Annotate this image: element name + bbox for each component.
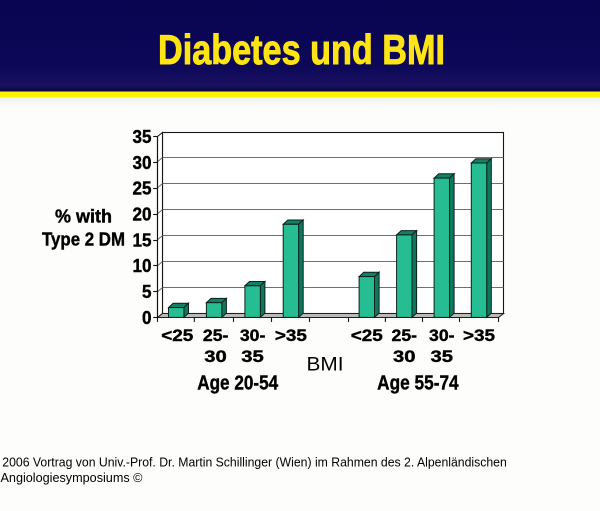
svg-text:30-: 30- [240,327,266,345]
svg-text:0: 0 [142,308,152,328]
svg-text:25-: 25- [392,327,418,345]
svg-text:20: 20 [133,205,152,225]
svg-text:35: 35 [431,348,454,366]
svg-text:30: 30 [133,153,152,173]
svg-text:25: 25 [133,179,152,199]
svg-text:25-: 25- [203,327,229,345]
svg-text:<25: <25 [161,327,193,345]
svg-text:Age 20-54: Age 20-54 [197,373,279,395]
svg-text:>35: >35 [463,327,495,345]
svg-text:Type 2 DM: Type 2 DM [42,230,125,250]
svg-text:10: 10 [133,256,152,276]
svg-text:15: 15 [133,230,152,250]
svg-text:30-: 30- [429,327,455,345]
svg-text:Diabetes und BMI: Diabetes und BMI [158,26,445,73]
svg-text:Age 55-74: Age 55-74 [377,373,459,395]
svg-text:BMI: BMI [307,354,344,376]
svg-text:Angiologiesymposiums ©: Angiologiesymposiums © [1,471,144,485]
svg-text:<25: <25 [351,327,383,345]
svg-text:% with: % with [55,207,112,227]
svg-text:35: 35 [133,127,152,147]
svg-text:5: 5 [142,282,152,302]
svg-text:>35: >35 [275,327,307,345]
svg-text:2006 Vortrag von Univ.-Prof. D: 2006 Vortrag von Univ.-Prof. Dr. Martin … [2,455,507,469]
svg-text:35: 35 [241,348,264,366]
svg-text:30: 30 [204,348,227,366]
svg-text:30: 30 [393,348,416,366]
